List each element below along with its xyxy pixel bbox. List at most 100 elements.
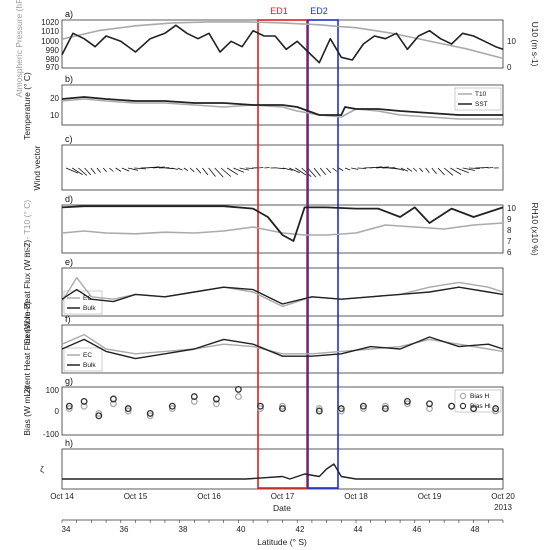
date-tick-4: Oct 18 [344, 492, 368, 501]
wind-arrow-20 [189, 167, 195, 173]
wind-arrow-61 [443, 167, 454, 176]
wind-arrow-32 [264, 167, 270, 169]
date-axis-label: Date [273, 503, 291, 513]
wind-arrow-40 [313, 167, 321, 177]
wind-arrow-25 [220, 167, 232, 177]
bias-hl-point-14 [359, 402, 367, 410]
date-tick-6: Oct 20 [491, 492, 515, 501]
wind-arrow-67 [481, 166, 489, 169]
bias-hl-point-2 [95, 412, 103, 420]
wind-arrow-60 [437, 167, 445, 176]
bias-h-point-10 [256, 405, 264, 413]
ytick-a-left-1: 1010 [41, 27, 59, 36]
panel-b: b) 20 10 Temperature (° C) T10 SST [22, 72, 504, 140]
bias-h-point-14 [359, 405, 367, 413]
legend-e-bulk: Bulk [83, 305, 96, 312]
bias-hl-point-18 [448, 402, 456, 410]
ytick-a-left-5: 970 [46, 63, 60, 72]
ylabel-a-left: Atmospheric Pressure (hPa) [14, 0, 24, 97]
wind-arrow-57 [419, 167, 424, 173]
series-t10-line [61, 98, 503, 120]
panel-label-h: h) [65, 438, 73, 448]
series-sensible-bulk-line [61, 286, 504, 305]
panel-g: g) 100 0 -100 Bias (W m-2) Bias H Bias H… [22, 376, 504, 439]
ytick-b-1: 10 [50, 111, 59, 120]
panel-label-e: e) [65, 257, 73, 267]
legend-g-bias-hl: Bias Hl [470, 403, 491, 410]
ytick-a-left-3: 990 [46, 46, 60, 55]
wind-arrow-50 [375, 166, 389, 169]
bias-hl-point-7 [190, 393, 198, 401]
wind-arrow-62 [450, 167, 462, 175]
bias-h-point-7 [190, 397, 198, 405]
series-sst-minus-t10-line [61, 222, 504, 236]
lat-tick-2: 38 [179, 525, 188, 534]
bias-hl-point-6 [168, 402, 176, 410]
ytick-d-right-3: 7 [507, 237, 512, 246]
series-u10-line [61, 24, 504, 64]
bias-h-point-3 [109, 400, 117, 408]
bias-hl-point-15 [381, 405, 389, 413]
wind-arrow-35 [282, 167, 293, 171]
ytick-g-1: 0 [55, 407, 60, 416]
bias-hl-point-20 [492, 405, 500, 413]
ylabel-f: Latent Heat Flux (W m-2) [22, 301, 32, 397]
ytick-d-right-4: 6 [507, 248, 512, 257]
wind-arrow-8 [115, 167, 122, 172]
ylabel-g: Bias (W m-2) [22, 386, 32, 436]
wind-arrow-63 [456, 167, 469, 174]
panel-d: d) 10 9 8 7 6 SST - T10 (° C) RH10 (x10 … [22, 194, 540, 258]
bias-h-point-9 [234, 393, 242, 401]
ytick-d-right-1: 9 [507, 215, 512, 224]
wind-arrow-14 [152, 166, 165, 169]
wind-arrow-49 [369, 166, 383, 169]
ylabel-e: Sensible Heat Flux (W m-2) [22, 240, 32, 345]
wind-arrow-17 [171, 167, 178, 170]
event-box-ed1 [257, 19, 308, 489]
legend-b-sst: SST [475, 101, 488, 108]
lat-tick-0: 34 [62, 525, 71, 534]
series-pressure-line [61, 21, 504, 60]
ylabel-a-right: U10 (m s-1) [530, 22, 540, 67]
ylabel-c: Wind vector [32, 145, 42, 190]
bias-h-point-6 [168, 405, 176, 413]
bias-h-point-20 [492, 407, 500, 415]
wind-arrow-37 [295, 167, 307, 176]
wind-arrow-36 [289, 167, 300, 174]
event-label-ed1: ED1 [270, 6, 288, 16]
ylabel-h: ζ [40, 464, 44, 474]
bias-hl-point-11 [279, 405, 286, 413]
series-zeta-line [62, 463, 503, 480]
chart-marks [61, 21, 504, 480]
wind-arrow-19 [183, 167, 189, 172]
ytick-g-0: 100 [46, 386, 60, 395]
wind-arrow-11 [134, 167, 147, 170]
legend-b-t10: T10 [475, 91, 487, 98]
date-tick-1: Oct 15 [124, 492, 148, 501]
wind-arrow-29 [245, 167, 254, 169]
ytick-b-0: 20 [50, 94, 59, 103]
bias-h-point-12 [315, 405, 323, 413]
ylabel-d-right: RH10 (x10 %) [530, 202, 540, 256]
bias-h-point-4 [124, 407, 132, 415]
date-tick-5: Oct 19 [418, 492, 442, 501]
ylabel-b: Temperature (° C) [22, 72, 32, 140]
wind-arrow-46 [351, 167, 358, 170]
wind-arrow-44 [338, 167, 344, 171]
bias-hl-point-1 [80, 397, 88, 405]
wind-arrow-7 [109, 167, 114, 172]
wind-arrow-2 [78, 167, 88, 176]
panel-label-d: d) [65, 194, 73, 204]
wind-arrow-54 [400, 167, 409, 172]
lat-tick-6: 46 [413, 525, 422, 534]
bias-h-point-11 [279, 402, 286, 410]
wind-arrow-27 [233, 167, 245, 173]
series-sst-line [61, 96, 503, 116]
wind-arrow-41 [319, 167, 327, 175]
lat-tick-5: 44 [354, 525, 363, 534]
wind-arrow-13 [146, 166, 160, 169]
wind-arrow-39 [307, 167, 317, 178]
wind-arrow-10 [127, 167, 138, 171]
bias-h-point-8 [212, 400, 220, 408]
